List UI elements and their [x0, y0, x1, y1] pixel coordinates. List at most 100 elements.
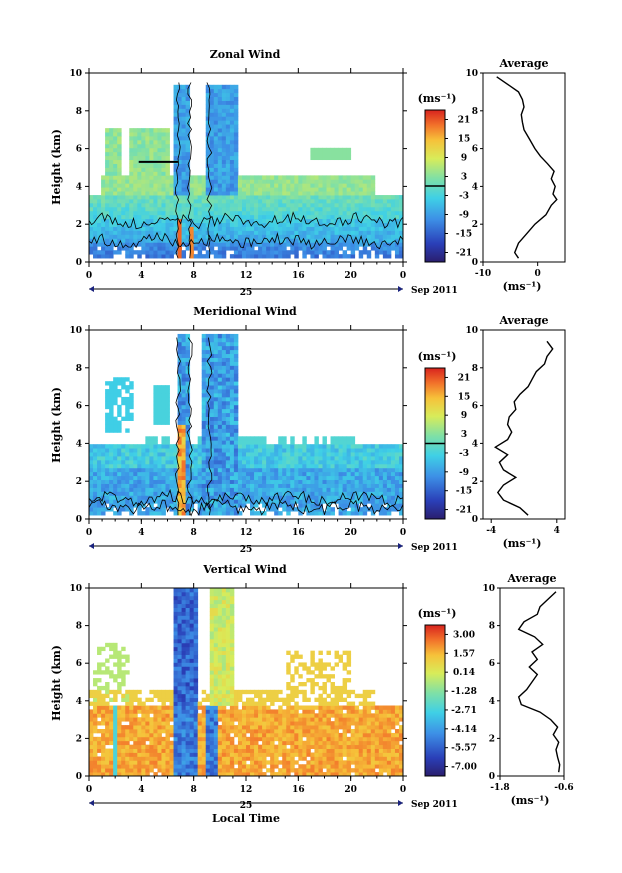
heatmap-cell	[229, 491, 235, 496]
heatmap-cell	[378, 202, 384, 208]
heatmap-cell	[358, 230, 364, 235]
heatmap-cell	[366, 226, 372, 231]
heatmap-cell	[181, 725, 187, 730]
heatmap-cell	[386, 238, 392, 243]
heatmap-cell	[185, 163, 191, 168]
heatmap-cell	[145, 511, 150, 516]
heatmap-cell	[302, 483, 307, 488]
heatmap-cell	[105, 242, 110, 247]
heatmap-cell	[250, 230, 255, 235]
heatmap-cell	[314, 483, 319, 488]
heatmap-cell	[213, 151, 219, 157]
heatmap-cell	[290, 463, 295, 469]
heatmap-cell	[330, 179, 335, 184]
heatmap-cell	[266, 507, 271, 512]
heatmap-cell	[105, 740, 110, 746]
heatmap-cell	[306, 471, 311, 477]
heatmap-cell	[246, 230, 251, 235]
heatmap-cell	[113, 725, 118, 730]
heatmap-cell	[169, 187, 174, 192]
heatmap-cell	[89, 503, 94, 508]
heatmap-cell	[185, 400, 191, 406]
heatmap-cell	[145, 136, 150, 141]
heatmap-cell	[382, 444, 388, 449]
heatmap-cell	[358, 459, 364, 465]
heatmap-cell	[209, 588, 215, 593]
heatmap-cell	[354, 499, 360, 504]
heatmap-cell	[346, 175, 352, 180]
heatmap-cell	[241, 471, 247, 477]
heatmap-cell	[189, 444, 195, 449]
heatmap-cell	[221, 373, 227, 378]
heatmap-cell	[153, 183, 158, 188]
heatmap-cell	[181, 631, 187, 636]
heatmap-cell	[306, 230, 311, 235]
heatmap-cell	[177, 365, 182, 370]
heatmap-cell	[197, 756, 203, 761]
heatmap-cell	[225, 147, 231, 153]
heatmap-cell	[217, 511, 223, 516]
heatmap-cell	[177, 487, 182, 492]
heatmap-cell	[241, 187, 247, 192]
heatmap-cell	[141, 226, 146, 231]
heatmap-cell	[326, 238, 331, 243]
heatmap-cell	[105, 689, 110, 695]
heatmap-cell	[225, 242, 231, 247]
heatmap-cell	[229, 444, 235, 449]
heatmap-cell	[346, 448, 352, 453]
heatmap-cell	[121, 479, 126, 484]
heatmap-cell	[382, 499, 388, 504]
heatmap-cell	[113, 646, 118, 652]
heatmap-cell	[342, 440, 348, 445]
heatmap-cell	[165, 163, 170, 168]
heatmap-cell	[221, 187, 227, 192]
heatmap-cell	[254, 206, 259, 212]
y-tick-label: 2	[472, 477, 478, 487]
heatmap-cell	[274, 238, 279, 243]
heatmap-cell	[282, 479, 287, 484]
heatmap-cell	[217, 139, 223, 145]
heatmap-cell	[274, 191, 279, 196]
heatmap-cell	[334, 175, 339, 180]
heatmap-cell	[209, 721, 215, 726]
heatmap-cell	[133, 214, 138, 220]
heatmap-cell	[177, 507, 182, 512]
heatmap-cell	[177, 234, 182, 239]
heatmap-cell	[97, 448, 102, 453]
heatmap-cell	[197, 202, 203, 208]
heatmap-cell	[105, 167, 110, 172]
heatmap-cell	[109, 503, 114, 508]
heatmap-cell	[177, 100, 182, 105]
heatmap-cell	[266, 202, 271, 208]
heatmap-cell	[149, 171, 154, 176]
heatmap-cell	[233, 448, 239, 453]
heatmap-cell	[254, 175, 259, 180]
heatmap-cell	[189, 187, 195, 192]
heatmap-cell	[181, 670, 187, 675]
heatmap-cell	[362, 452, 368, 457]
heatmap-cell	[221, 408, 227, 414]
heatmap-cell	[209, 112, 215, 117]
heatmap-cell	[217, 377, 223, 382]
heatmap-cell	[165, 191, 170, 196]
heatmap-cell	[338, 191, 344, 196]
heatmap-cell	[121, 725, 126, 730]
heatmap-cell	[229, 440, 235, 445]
heatmap-cell	[250, 179, 255, 184]
heatmap-cell	[93, 689, 98, 695]
heatmap-cell	[250, 491, 255, 496]
heatmap-cell	[141, 487, 146, 492]
heatmap-cell	[233, 404, 239, 410]
heatmap-cell	[105, 396, 110, 402]
heatmap-cell	[310, 155, 315, 161]
heatmap-cell	[105, 191, 110, 196]
heatmap-cell	[209, 487, 215, 492]
heatmap-cell	[113, 654, 118, 659]
heatmap-cell	[241, 250, 247, 255]
heatmap-cell	[173, 171, 178, 176]
heatmap-cell	[193, 654, 199, 659]
heatmap-cell	[241, 483, 247, 488]
heatmap-cell	[306, 487, 311, 492]
heatmap-cell	[217, 369, 223, 374]
heatmap-cell	[177, 412, 182, 418]
